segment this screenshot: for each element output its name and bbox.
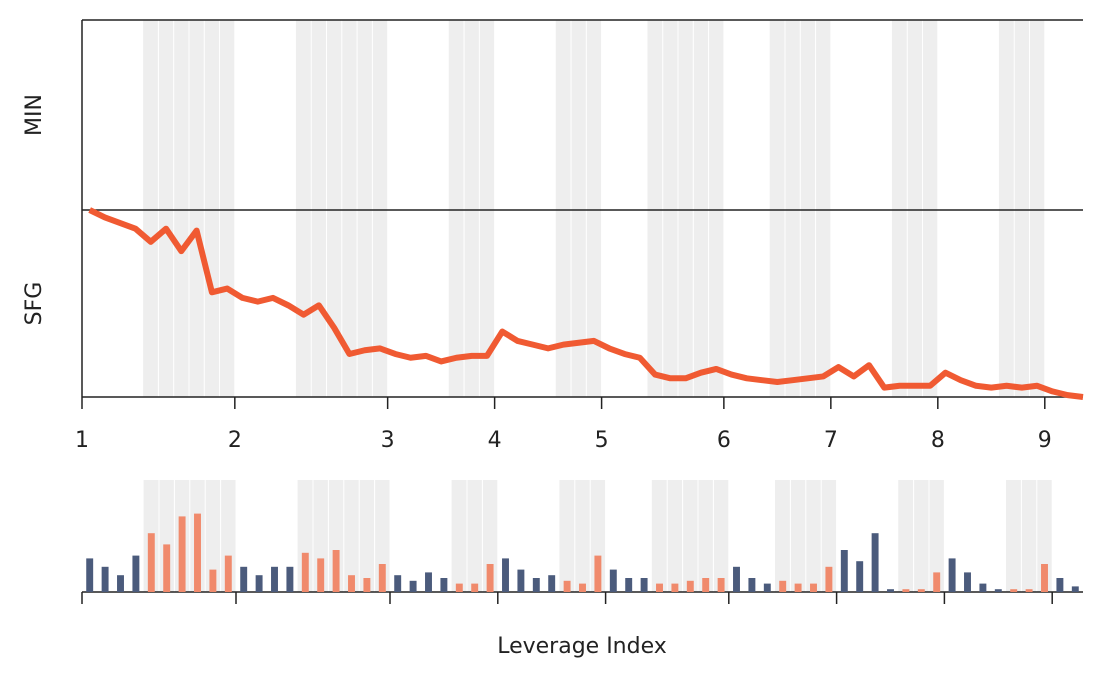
bar: [625, 578, 633, 592]
bar: [594, 555, 602, 592]
bar: [240, 566, 248, 592]
shaded-band: [448, 20, 495, 397]
bar: [1041, 564, 1048, 592]
bar: [163, 544, 171, 592]
bar: [271, 566, 278, 592]
bar: [702, 578, 710, 592]
shaded-band: [998, 20, 1045, 397]
bar: [917, 589, 925, 592]
bar: [363, 578, 371, 592]
bar: [224, 555, 232, 592]
bar: [378, 564, 386, 592]
x-tick-label: 3: [381, 428, 395, 453]
bar: [671, 583, 679, 592]
bar: [1071, 586, 1079, 592]
data-line: [88, 207, 1084, 400]
x-tick-label: 5: [595, 428, 609, 453]
bar: [794, 583, 802, 592]
bar: [825, 566, 833, 592]
x-tick-label: 7: [824, 428, 838, 453]
x-tick-label: 4: [488, 428, 502, 453]
bar: [117, 575, 124, 592]
bar: [178, 516, 186, 592]
bar: [532, 578, 540, 592]
bar: [640, 578, 648, 592]
bar: [810, 583, 817, 592]
bar: [948, 558, 956, 592]
bar: [994, 589, 1002, 592]
bar: [1025, 589, 1033, 592]
bar: [733, 566, 740, 592]
bar: [1056, 578, 1064, 592]
bar: [563, 580, 571, 592]
bar: [517, 569, 525, 592]
bar: [979, 583, 987, 592]
bar: [286, 566, 294, 592]
bar: [486, 564, 494, 592]
bar: [209, 569, 217, 592]
bar: [717, 578, 725, 592]
bar: [686, 580, 694, 592]
bar: [147, 533, 155, 592]
bar: [425, 572, 432, 592]
x-tick-label: 9: [1038, 428, 1052, 453]
shaded-band: [555, 20, 602, 397]
bar: [748, 578, 756, 592]
x-tick-label: 1: [75, 428, 89, 453]
shaded-band: [891, 20, 938, 397]
bar: [871, 533, 879, 592]
bar: [964, 572, 971, 592]
bar: [332, 550, 340, 592]
bar: [779, 580, 787, 592]
bar: [394, 575, 402, 592]
x-axis-label: Leverage Index: [497, 634, 667, 659]
bar: [409, 580, 417, 592]
y-category-label: MIN: [22, 94, 47, 136]
bar: [101, 566, 109, 592]
bar: [840, 550, 848, 592]
bar: [902, 589, 910, 592]
bar: [317, 558, 325, 592]
bar: [348, 575, 355, 592]
shaded-band: [647, 20, 724, 397]
bar: [887, 589, 894, 592]
bar: [548, 575, 556, 592]
bar: [933, 572, 941, 592]
shaded-band: [651, 480, 729, 592]
bar: [502, 558, 509, 592]
bar: [194, 513, 201, 592]
bar: [763, 583, 771, 592]
bar: [579, 583, 586, 592]
bar: [86, 558, 94, 592]
x-tick-label: 2: [228, 428, 242, 453]
bar: [455, 583, 463, 592]
bar: [301, 552, 309, 592]
y-category-label: SFG: [22, 282, 47, 326]
bar: [440, 578, 448, 592]
bar: [856, 561, 864, 592]
bar: [609, 569, 617, 592]
x-tick-label: 6: [717, 428, 731, 453]
x-tick-label: 8: [931, 428, 945, 453]
bar: [471, 583, 479, 592]
bar: [255, 575, 263, 592]
bar: [132, 555, 140, 592]
bar: [1010, 589, 1018, 592]
bar: [656, 583, 663, 592]
